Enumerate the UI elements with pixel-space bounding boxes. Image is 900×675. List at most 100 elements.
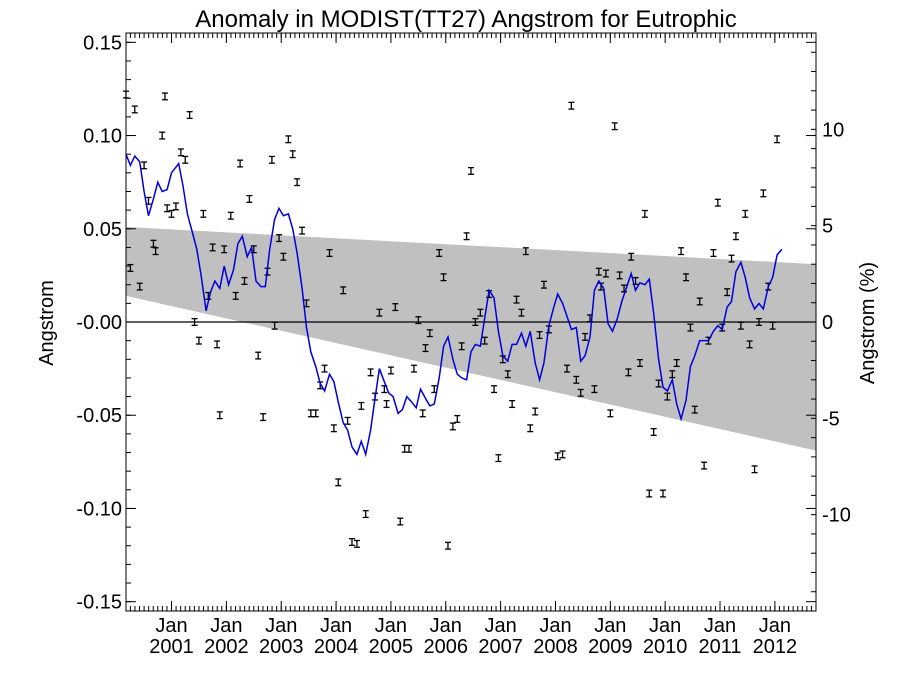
data-point-errorbar — [760, 189, 767, 198]
x-tick-label-year: 2011 — [699, 636, 742, 658]
trend-band-layer — [126, 226, 816, 451]
smoothed-series-line — [125, 153, 783, 458]
data-point-errorbar — [410, 364, 417, 373]
data-point-errorbar — [774, 135, 781, 144]
x-tick-label-month: Jan — [649, 615, 681, 637]
y-tick-label-right: 0 — [822, 312, 833, 334]
data-point-errorbar — [577, 388, 584, 397]
x-tick-label-year: 2003 — [259, 636, 304, 658]
data-point-errorbar — [348, 538, 355, 547]
x-tick-label-year: 2005 — [369, 636, 414, 658]
data-point-errorbar — [527, 424, 534, 433]
data-point-errorbar — [495, 454, 502, 463]
y-tick-label-left: -0.10 — [76, 498, 122, 520]
data-point-errorbar — [161, 92, 168, 101]
x-tick-label-year: 2008 — [533, 636, 578, 658]
ticks-layer: 0.15 0.10 0.05 -0.00 -0.05 -0.10 -0.15 10 5 0 -5 -1… — [76, 32, 851, 658]
x-tick-label-year: 2001 — [149, 636, 194, 658]
x-tick-label-month: Jan — [210, 615, 242, 637]
data-point-errorbar — [687, 323, 694, 332]
data-point-errorbar — [406, 444, 413, 453]
data-point-errorbar — [616, 271, 623, 280]
x-tick-label-month: Jan — [430, 615, 462, 637]
data-point-errorbar — [509, 400, 516, 409]
data-point-errorbar — [383, 400, 390, 409]
data-point-errorbar — [221, 245, 228, 254]
data-point-errorbar — [607, 409, 614, 418]
data-point-errorbar — [335, 478, 342, 487]
data-point-errorbar — [216, 411, 223, 420]
x-tick-label-month: Jan — [155, 615, 187, 637]
data-point-errorbar — [628, 252, 635, 261]
data-point-errorbar — [440, 273, 447, 282]
data-point-errorbar — [650, 428, 657, 437]
data-point-errorbar — [376, 308, 383, 317]
data-point-errorbar — [504, 370, 511, 379]
data-point-errorbar — [237, 159, 244, 168]
data-point-errorbar — [131, 105, 138, 114]
data-point-errorbar — [152, 247, 159, 256]
data-point-errorbar — [646, 489, 653, 498]
x-tick-label-month: Jan — [484, 615, 516, 637]
data-point-errorbar — [326, 249, 333, 258]
y-axis-label-right: Angstrom (%) — [857, 262, 879, 384]
x-tick-label-year: 2009 — [588, 636, 633, 658]
data-point-errorbar — [724, 288, 731, 297]
data-point-errorbar — [655, 379, 662, 388]
data-point-errorbar — [573, 375, 580, 384]
data-point-errorbar — [472, 317, 479, 327]
chart-title: Anomaly in MODIST(TT27) Angstrom for Eut… — [195, 6, 737, 33]
data-point-errorbar — [353, 539, 360, 548]
data-point-errorbar — [602, 269, 609, 278]
data-point-errorbar — [710, 249, 717, 258]
data-point-errorbar — [285, 135, 292, 144]
data-point-errorbar — [742, 209, 749, 218]
y-tick-label-left: -0.00 — [76, 312, 122, 334]
trend-confidence-band — [126, 226, 816, 451]
x-tick-label-year: 2012 — [753, 636, 798, 658]
x-tick-label-year: 2002 — [204, 636, 249, 658]
data-point-errorbar — [751, 465, 758, 474]
data-point-errorbar — [271, 321, 278, 330]
data-point-errorbar — [611, 122, 618, 131]
data-point-errorbar — [518, 308, 525, 317]
data-point-errorbar — [177, 148, 184, 157]
y-tick-label-right: -10 — [822, 505, 851, 527]
data-point-errorbar — [582, 332, 589, 341]
data-point-errorbar — [591, 385, 598, 394]
data-point-errorbar — [280, 252, 287, 261]
data-point-errorbar — [701, 461, 708, 470]
data-point-errorbar — [182, 155, 189, 164]
x-tick-label-month: Jan — [265, 615, 297, 637]
data-point-errorbar — [769, 321, 776, 330]
data-point-errorbar — [436, 249, 443, 258]
data-point-errorbar — [426, 329, 433, 338]
y-tick-label-left: -0.15 — [76, 592, 122, 614]
x-tick-label-month: Jan — [594, 615, 626, 637]
smoothed-series-layer — [125, 153, 783, 458]
data-point-errorbar — [195, 336, 202, 345]
data-point-errorbar — [559, 450, 566, 459]
x-tick-label-year: 2006 — [424, 636, 469, 658]
data-point-errorbar — [532, 407, 539, 416]
data-point-errorbar — [209, 243, 216, 252]
data-point-errorbar — [595, 267, 602, 276]
data-point-errorbar — [164, 204, 171, 213]
data-point-errorbar — [340, 286, 347, 295]
data-point-errorbar — [362, 510, 369, 519]
data-point-errorbar — [659, 489, 666, 498]
data-point-errorbar — [330, 424, 337, 433]
data-point-errorbar — [214, 340, 221, 349]
data-point-errorbar — [141, 161, 148, 170]
x-tick-label-year: 2007 — [478, 636, 523, 658]
data-point-errorbar — [150, 239, 157, 248]
data-point-errorbar — [540, 280, 547, 289]
y-tick-label-left: 0.10 — [83, 126, 122, 148]
data-point-errorbar — [289, 150, 296, 159]
y-tick-label-left: 0.05 — [83, 219, 122, 241]
data-point-errorbar — [746, 340, 753, 349]
data-point-errorbar — [419, 409, 426, 418]
data-point-errorbar — [227, 211, 234, 220]
data-point-errorbar — [513, 295, 520, 304]
